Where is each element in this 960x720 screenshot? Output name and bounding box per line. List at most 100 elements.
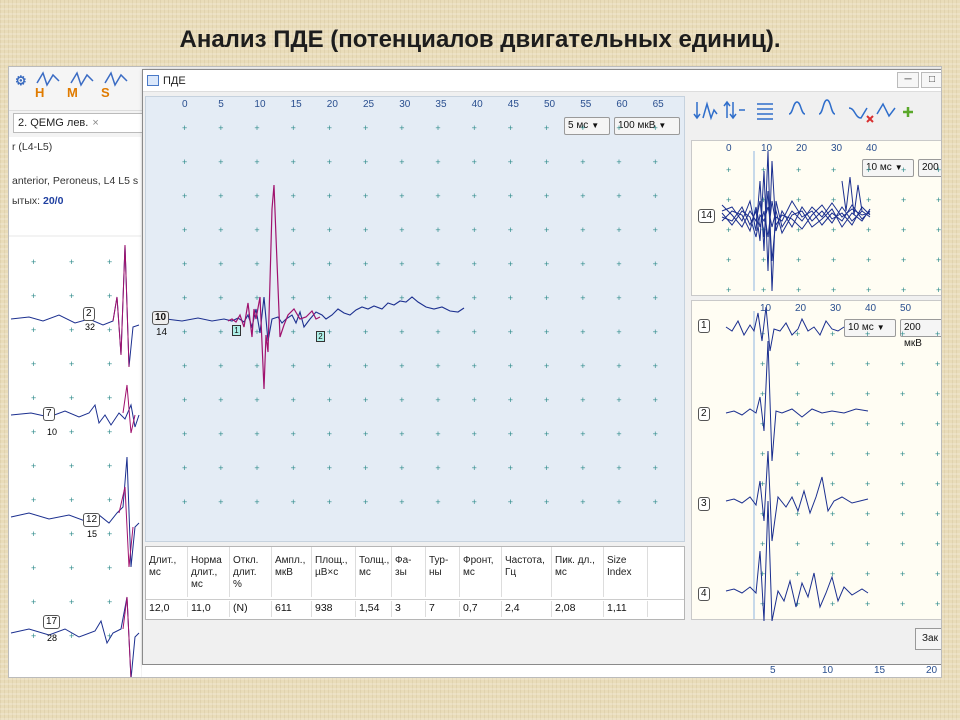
grid-mark: + [796,165,801,175]
grid-mark: + [399,497,404,507]
right-bottom-x-tick-40: 40 [865,303,877,314]
main-x-tick-65: 65 [652,99,664,110]
table-header-4: Площ., µВ×с [312,547,356,597]
minimize-button[interactable]: ─ [897,72,919,88]
table-value-5: 1,54 [356,601,392,617]
delete-icon[interactable] [849,102,871,128]
trace-label-7[interactable]: 7 [43,407,55,421]
settings-icon[interactable]: ⚙ [15,73,27,88]
grid-mark: + [616,123,621,133]
grid-mark: + [363,395,368,405]
grid-mark: + [544,497,549,507]
h-mode-icon[interactable]: H [35,85,45,100]
grid-mark: + [580,191,585,201]
grid-mark: + [900,479,905,489]
time-scale-value: 5 мс [568,120,589,131]
right-top-amp-select[interactable]: 200 [918,159,941,177]
right-bottom-x-tick-50: 50 [900,303,912,314]
sort-down-icon[interactable] [695,102,717,128]
close-button[interactable]: Зак [915,628,941,650]
m-mode-icon[interactable]: M [67,85,78,100]
svg-text:+: + [69,427,74,437]
chevron-down-icon: ▼ [894,163,903,172]
info-region: r (L4-L5) [12,141,53,153]
grid-mark: + [865,599,870,609]
grid-mark: + [795,419,800,429]
grid-mark: + [254,157,259,167]
grid-mark: + [616,259,621,269]
grid-mark: + [327,429,332,439]
svg-text:+: + [31,495,36,505]
channel-4-trace [725,500,869,621]
wave-icon[interactable] [787,102,809,128]
maximize-button[interactable]: □ [921,72,941,88]
amp-scale-value: 100 мкВ [618,120,656,131]
grid-mark: + [472,293,477,303]
channel-label-1[interactable]: 1 [698,319,710,333]
svg-text:+: + [69,291,74,301]
grid-mark: + [472,327,477,337]
trace-label-12[interactable]: 12 [83,513,101,527]
right-top-panel[interactable]: 0 10 20 30 40 10 мс ▼ 200 + + + + + + + + + + + + + + + + + + +… [691,140,941,296]
grid-mark: + [580,123,585,133]
overlay-icon[interactable] [755,102,777,128]
grid-mark: + [830,539,835,549]
right-top-time-select[interactable]: 10 мс ▼ [862,159,914,177]
marker-2[interactable]: 2 [316,331,325,342]
grid-mark: + [900,569,905,579]
screenshot-frame: ⚙ H M S 2. QEMG лев. × r (L4-L5) anterior… [8,66,942,678]
channel-label-2[interactable]: 2 [698,407,710,421]
main-x-tick-0: 0 [182,99,188,110]
grid-mark: + [327,225,332,235]
right-bottom-amp-select[interactable]: 200 мкВ [900,319,941,349]
channel-label-4[interactable]: 4 [698,587,710,601]
grid-mark: + [508,259,513,269]
right-bottom-time-select[interactable]: 10 мс ▼ [844,319,896,337]
grid-mark: + [795,359,800,369]
grid-mark: + [218,327,223,337]
background-toolbar: ⚙ H M S [9,67,149,111]
svg-text:+: + [107,325,112,335]
grid-mark: + [796,195,801,205]
grid-mark: + [435,123,440,133]
bottom-axis-strip: 5 10 15 20 [142,665,941,677]
grid-mark: + [830,389,835,399]
svg-text:+: + [69,495,74,505]
grid-mark: + [291,157,296,167]
grid-mark: + [291,429,296,439]
channel-label-3[interactable]: 3 [698,497,710,511]
grid-mark: + [653,293,658,303]
grid-mark: + [435,191,440,201]
grid-mark: + [865,569,870,579]
grid-mark: + [761,285,766,295]
trace-label-17[interactable]: 17 [43,615,61,629]
grid-mark: + [936,255,941,265]
right-top-channel-label[interactable]: 14 [698,209,716,223]
tab-qemg-left[interactable]: 2. QEMG лев. × [13,113,143,133]
tab-close-icon[interactable]: × [92,117,99,129]
peak-icon[interactable] [817,102,839,128]
svg-text:+: + [107,291,112,301]
grid-mark: + [726,225,731,235]
time-scale-select[interactable]: 5 мс ▼ [564,117,610,135]
grid-mark: + [653,463,658,473]
unit-id-label[interactable]: 10 [152,311,170,325]
sort-updown-icon[interactable] [725,102,747,128]
grid-mark: + [218,157,223,167]
amp-scale-select[interactable]: 100 мкВ ▼ [614,117,680,135]
grid-mark: + [544,327,549,337]
marker-1[interactable]: 1 [232,325,241,336]
grid-mark: + [254,327,259,337]
grid-mark: + [508,157,513,167]
grid-mark: + [218,463,223,473]
svg-text:+: + [69,359,74,369]
grid-mark: + [544,293,549,303]
trace-label-2[interactable]: 2 [83,307,95,321]
grid-mark: + [831,165,836,175]
main-mup-plot[interactable]: 0 5 10 15 20 25 30 35 40 45 50 55 60 65 5 мс ▼ 100 мкВ… [145,96,685,542]
right-bottom-panel[interactable]: 10 20 30 40 50 10 мс ▼ 200 мкВ + + + + + + + + + + + + + +… [691,300,941,621]
add-icon[interactable] [877,102,899,128]
s-mode-icon[interactable]: S [101,85,110,100]
grid-mark: + [616,327,621,337]
grid-mark: + [472,123,477,133]
